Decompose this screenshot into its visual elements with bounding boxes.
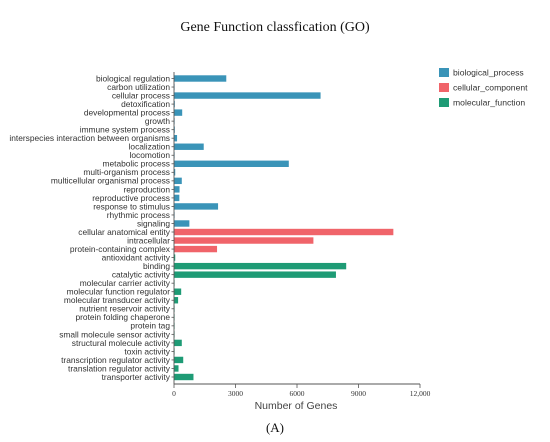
- bar-translation-regulator-activity: [174, 365, 179, 372]
- bar-developmental-process: [174, 109, 183, 116]
- category-label-locomotion: locomotion: [129, 150, 170, 160]
- bar-signaling: [174, 220, 190, 227]
- bar-localization: [174, 143, 204, 150]
- category-label-immune-system-process: immune system process: [80, 125, 170, 135]
- category-label-protein-tag: protein tag: [130, 321, 170, 331]
- category-label-signaling: signaling: [137, 218, 170, 228]
- category-label-multicellular-organismal-process: multicellular organismal process: [51, 176, 170, 186]
- category-label-transcription-regulator-activity: transcription regulator activity: [61, 355, 171, 365]
- bar-cellular-anatomical-entity: [174, 228, 394, 236]
- bar-transporter-activity: [174, 373, 194, 381]
- category-label-molecular-carrier-activity: molecular carrier activity: [80, 278, 171, 288]
- x-axis: 0 3000 6000 9000 12,000: [172, 72, 431, 398]
- category-label-molecular-transducer-activity: molecular transducer activity: [64, 295, 171, 305]
- category-label-small-molecule-sensor-activity: small molecule sensor activity: [59, 329, 171, 339]
- category-label-rhythmic-process: rhythmic process: [107, 210, 170, 220]
- category-label-protein-containing-complex: protein-containing complex: [70, 244, 171, 254]
- legend-label-cellular-component: cellular_component: [453, 83, 528, 93]
- legend-label-molecular-function: molecular_function: [453, 98, 525, 108]
- category-label-protein-folding-chaperone: protein folding chaperone: [75, 312, 170, 322]
- category-label-detoxification: detoxification: [121, 99, 170, 109]
- bar-intracellular: [174, 237, 314, 244]
- bar-molecular-function-regulator: [174, 288, 182, 295]
- category-label-interspecies-interaction-between-organisms: interspecies interaction between organis…: [9, 133, 170, 143]
- bar-metabolic-process: [174, 160, 289, 167]
- category-label-translation-regulator-activity: translation regulator activity: [68, 363, 171, 373]
- bar-transcription-regulator-activity: [174, 356, 184, 364]
- bar-multicellular-organismal-process: [174, 177, 182, 185]
- category-label-developmental-process: developmental process: [84, 108, 170, 118]
- category-label-cellular-anatomical-entity: cellular anatomical entity: [78, 227, 171, 237]
- category-label-nutrient-reservoir-activity: nutrient reservoir activity: [79, 304, 171, 314]
- category-label-binding: binding: [143, 261, 170, 271]
- bar-response-to-stimulus: [174, 203, 219, 210]
- category-label-structural-molecule-activity: structural molecule activity: [72, 338, 171, 348]
- legend: biological_process cellular_componentmole…: [439, 68, 528, 108]
- category-label-molecular-function-regulator: molecular function regulator: [67, 287, 171, 297]
- bar-biological-regulation: [174, 75, 227, 82]
- legend-label-biological-process: biological_process: [453, 68, 524, 78]
- category-label-transporter-activity: transporter activity: [102, 372, 171, 382]
- bar-interspecies-interaction-between-organisms: [174, 135, 178, 142]
- chart-title: Gene Function classfication (GO): [180, 20, 370, 35]
- category-label-cellular-process: cellular process: [112, 90, 170, 100]
- category-label-biological-regulation: biological regulation: [96, 73, 170, 83]
- bar-catalytic-activity: [174, 271, 336, 278]
- category-label-localization: localization: [129, 142, 171, 152]
- bar-multi-organism-process: [174, 169, 176, 176]
- legend-swatch-molecular-function: [439, 98, 449, 107]
- legend-swatch-biological-process: [439, 68, 449, 77]
- category-label-antioxidant-activity: antioxidant activity: [102, 253, 171, 263]
- x-tick-label: 12,000: [410, 389, 431, 398]
- category-label-intracellular: intracellular: [127, 235, 170, 245]
- category-label-catalytic-activity: catalytic activity: [112, 270, 171, 280]
- category-label-response-to-stimulus: response to stimulus: [93, 201, 170, 211]
- bar-antioxidant-activity: [174, 254, 176, 261]
- category-label-growth: growth: [145, 116, 170, 126]
- bar-molecular-transducer-activity: [174, 297, 179, 304]
- x-axis-title: Number of Genes: [255, 400, 338, 412]
- bar-protein-containing-complex: [174, 245, 218, 253]
- x-tick-label: 6000: [290, 389, 305, 398]
- x-tick-label: 0: [172, 389, 176, 398]
- bar-structural-molecule-activity: [174, 339, 182, 347]
- category-label-reproductive-process: reproductive process: [92, 193, 170, 203]
- bar-reproduction: [174, 186, 180, 193]
- bar-cellular-process: [174, 92, 321, 99]
- category-label-carbon-utilization: carbon utilization: [107, 82, 170, 92]
- figure-caption: (A): [266, 420, 284, 435]
- x-tick-label: 9000: [351, 389, 366, 398]
- category-label-metabolic-process: metabolic process: [103, 159, 171, 169]
- category-label-multi-organism-process: multi-organism process: [83, 167, 170, 177]
- legend-swatch-cellular-component: [439, 83, 449, 92]
- bar-binding: [174, 262, 347, 270]
- category-label-toxin-activity: toxin activity: [124, 346, 170, 356]
- bar-reproductive-process: [174, 194, 180, 202]
- category-label-reproduction: reproduction: [123, 184, 170, 194]
- bars-layer: [174, 75, 394, 381]
- x-tick-label: 3000: [228, 389, 243, 398]
